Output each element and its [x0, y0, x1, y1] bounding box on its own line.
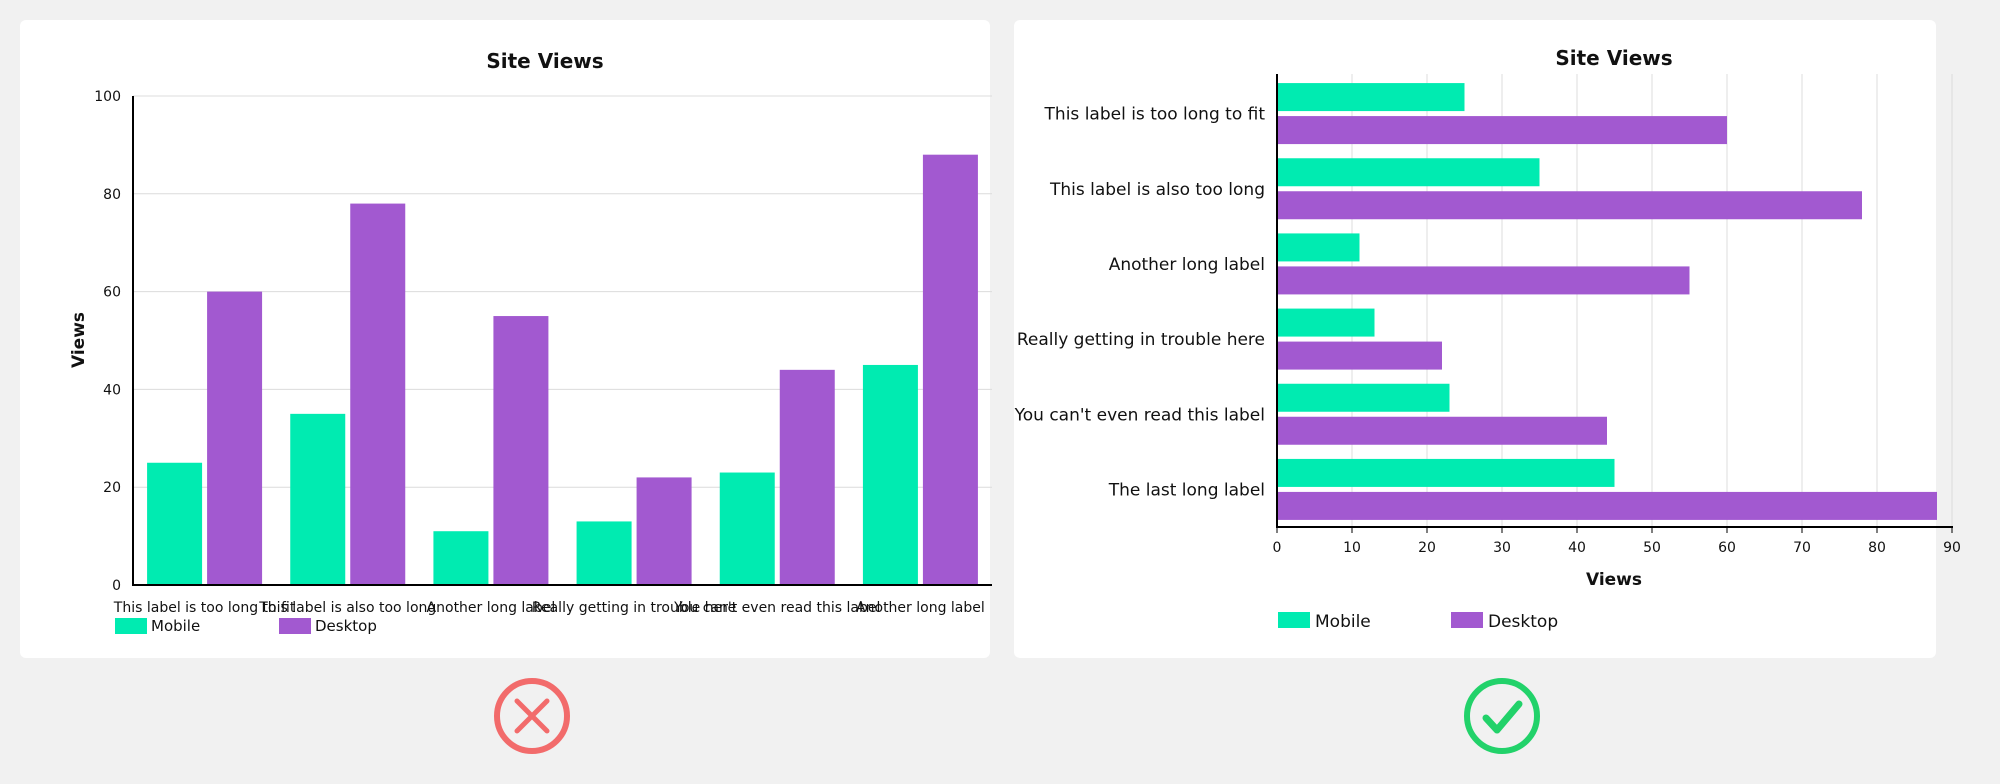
x-tick-label: 80: [1868, 540, 1886, 556]
vertical-bar-chart: Site Views 0 20 40 60 80 100 This label is to…: [69, 49, 992, 635]
bar-desktop: [636, 477, 692, 585]
horizontal-bar-chart: Site Views This label is too long to fit…: [1014, 46, 1961, 632]
y-tick-label: 0: [112, 578, 121, 594]
x-axis-title: Views: [1586, 570, 1642, 590]
legend-label: Desktop: [315, 617, 377, 635]
y-category-label: This label is too long to fit: [1044, 105, 1266, 125]
chart-title: Site Views: [1555, 46, 1672, 70]
y-axis-title: Views: [69, 312, 89, 368]
x-tick-label: 50: [1643, 540, 1661, 556]
bar-mobile: [433, 531, 489, 585]
bar-mobile: [1278, 383, 1450, 412]
y-category-label: Really getting in trouble here: [1017, 330, 1265, 350]
legend-swatch-desktop: [279, 618, 311, 634]
x-tick-label: 90: [1943, 540, 1961, 556]
bar-mobile: [1278, 308, 1375, 337]
horizontal-bar-chart-card: Site Views This label is too long to fit…: [1014, 20, 1961, 658]
bar-desktop: [1278, 341, 1442, 370]
bar-mobile: [576, 521, 632, 585]
bar-desktop: [207, 291, 263, 585]
y-category-label: You can't even read this label: [1014, 405, 1265, 425]
bar-mobile: [290, 413, 346, 585]
bar-desktop: [350, 203, 406, 585]
x-category-label: Really getting in trouble here: [532, 600, 736, 616]
x-tick-label: 40: [1568, 540, 1586, 556]
vertical-bar-chart-card: Site Views 0 20 40 60 80 100 This label is to…: [20, 20, 992, 658]
good-example-icon: [1464, 678, 1540, 754]
bar-mobile: [1278, 83, 1465, 112]
chart-title: Site Views: [486, 49, 603, 73]
legend-swatch-mobile: [1278, 612, 1310, 628]
y-category-label: The last long label: [1108, 480, 1265, 500]
bar-mobile: [862, 364, 918, 585]
legend-swatch-desktop: [1451, 612, 1483, 628]
y-category-label: Another long label: [1109, 255, 1265, 275]
legend-label: Mobile: [1315, 612, 1371, 632]
x-category-label: Another long label: [856, 600, 985, 616]
x-category-label: Another long label: [427, 600, 556, 616]
bar-desktop: [1278, 491, 1937, 520]
bar-desktop: [779, 369, 835, 585]
bar-mobile: [719, 472, 775, 585]
x-category-label: This label is too long to fit: [113, 600, 296, 616]
x-tick-label: 20: [1418, 540, 1436, 556]
x-tick-label: 60: [1718, 540, 1736, 556]
y-tick-label: 80: [103, 187, 121, 203]
legend-swatch-mobile: [115, 618, 147, 634]
bar-mobile: [147, 462, 203, 585]
bar-desktop: [1278, 116, 1727, 145]
legend-label: Desktop: [1488, 612, 1558, 632]
legend-label: Mobile: [151, 617, 200, 635]
x-tick-label: 10: [1343, 540, 1361, 556]
y-category-label: This label is also too long: [1049, 180, 1265, 200]
bar-desktop: [922, 154, 978, 585]
bar-mobile: [1278, 158, 1540, 187]
x-category-label: You can't even read this label: [673, 600, 880, 616]
y-tick-label: 100: [94, 89, 121, 105]
y-tick-label: 20: [103, 480, 121, 496]
x-tick-label: 0: [1273, 540, 1282, 556]
bar-desktop: [1278, 266, 1690, 295]
bar-desktop: [493, 316, 549, 585]
x-category-label: This label is also too long: [258, 600, 436, 616]
y-tick-label: 40: [103, 382, 121, 398]
bar-mobile: [1278, 233, 1360, 262]
bar-desktop: [1278, 191, 1862, 220]
bar-desktop: [1278, 416, 1607, 445]
bar-mobile: [1278, 458, 1615, 487]
x-tick-label: 70: [1793, 540, 1811, 556]
bad-example-icon: [494, 678, 570, 754]
x-tick-label: 30: [1493, 540, 1511, 556]
y-tick-label: 60: [103, 285, 121, 301]
